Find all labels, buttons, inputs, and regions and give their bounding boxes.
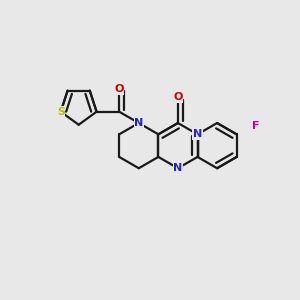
Text: O: O bbox=[173, 92, 183, 103]
Text: S: S bbox=[57, 107, 65, 117]
Text: N: N bbox=[173, 163, 183, 173]
Text: N: N bbox=[134, 118, 143, 128]
Text: N: N bbox=[193, 129, 202, 139]
Text: F: F bbox=[252, 122, 260, 131]
Text: O: O bbox=[115, 84, 124, 94]
